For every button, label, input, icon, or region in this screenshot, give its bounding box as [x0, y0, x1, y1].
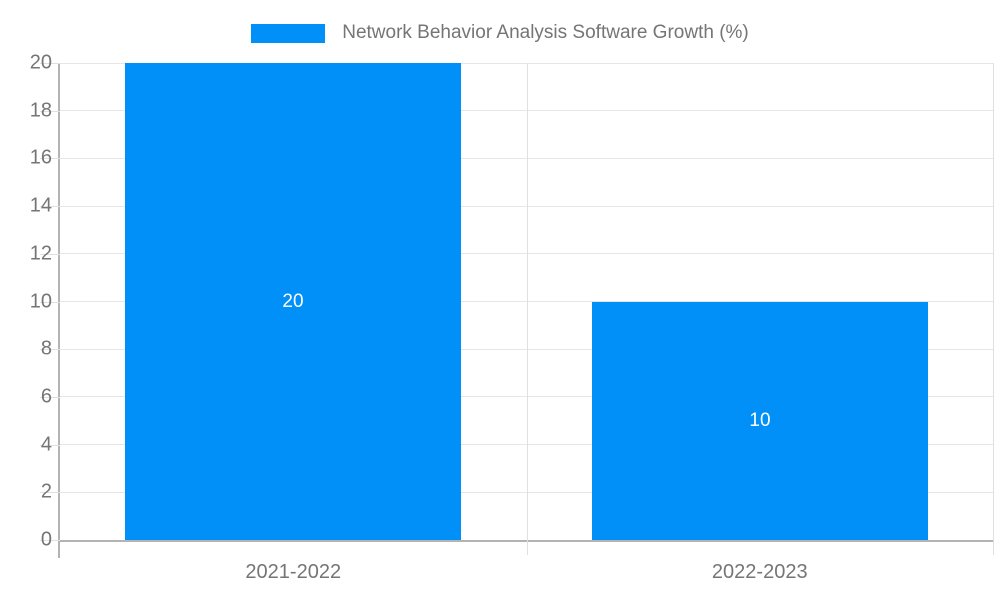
y-tick-label: 14 [29, 194, 52, 217]
y-axis-line [58, 63, 60, 558]
x-tick [526, 540, 528, 555]
category-divider [992, 63, 994, 540]
legend[interactable]: Network Behavior Analysis Software Growt… [0, 22, 1000, 44]
y-tick [40, 301, 60, 303]
bar-value-label: 20 [282, 290, 304, 312]
y-tick-label: 10 [29, 290, 52, 312]
bar-value-label: 10 [749, 409, 771, 431]
y-tick [40, 492, 60, 494]
y-tick [40, 206, 60, 208]
y-tick-label: 4 [40, 433, 52, 456]
legend-swatch-icon [251, 23, 326, 43]
x-tick-label: 2021-2022 [245, 561, 342, 583]
y-tick [40, 253, 60, 255]
y-tick [40, 63, 60, 64]
y-tick [40, 396, 60, 398]
y-tick-label: 2 [40, 480, 52, 503]
legend-label: Network Behavior Analysis Software Growt… [342, 22, 749, 43]
y-tick-label: 20 [29, 51, 52, 74]
category-divider [526, 63, 528, 540]
y-tick-label: 12 [29, 242, 52, 265]
x-tick [992, 540, 994, 555]
y-tick-label: 16 [29, 146, 52, 169]
y-tick [40, 540, 60, 541]
x-axis-line [58, 540, 993, 542]
y-tick [40, 349, 60, 351]
y-tick-label: 0 [40, 528, 52, 551]
plot-area: 20 10 [60, 62, 994, 540]
x-tick-label: 2022-2023 [711, 561, 808, 583]
y-tick [40, 444, 60, 446]
y-tick-label: 6 [40, 385, 52, 408]
y-tick [40, 110, 60, 112]
bar[interactable]: 20 [125, 63, 461, 540]
y-tick [40, 158, 60, 160]
y-tick-label: 18 [29, 99, 52, 122]
y-tick-label: 8 [40, 337, 52, 360]
bar[interactable]: 10 [592, 301, 928, 540]
